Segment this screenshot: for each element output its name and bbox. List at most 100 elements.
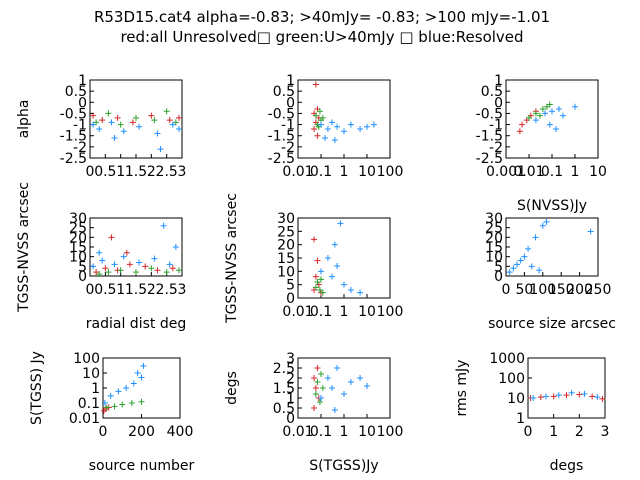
- x-tick-label: 1: [116, 164, 125, 180]
- y-tick-label: 5: [286, 278, 295, 294]
- x-tick-label: 0.01: [282, 164, 313, 180]
- data-point-blue: [536, 267, 543, 274]
- data-point-blue: [138, 374, 145, 381]
- data-point-green: [163, 269, 170, 276]
- y-tick-label: -2.5: [60, 151, 87, 167]
- data-point-red: [563, 392, 570, 399]
- data-point-green: [151, 117, 158, 124]
- data-point-blue: [130, 380, 137, 387]
- data-point-green: [314, 379, 321, 385]
- data-point-green: [312, 112, 319, 119]
- x-tick-label: 2.5: [156, 282, 178, 298]
- data-point-blue: [157, 146, 164, 153]
- data-point-blue: [90, 121, 97, 128]
- x-tick-label: 0: [86, 164, 95, 180]
- x-axis-label: S(TGSS)Jy: [309, 458, 378, 474]
- x-tick-label: 10: [589, 164, 607, 180]
- data-point-blue: [517, 257, 524, 264]
- data-point-blue: [341, 128, 347, 135]
- x-tick-label: 0.5: [94, 164, 116, 180]
- y-tick-label: 20: [69, 230, 87, 246]
- data-point-red: [589, 393, 596, 400]
- data-point-red: [102, 265, 109, 272]
- data-point-blue: [169, 121, 176, 128]
- y-tick-label: 0: [286, 95, 295, 111]
- y-tick-label: -0.5: [268, 106, 295, 122]
- y-tick-label: 0: [494, 95, 503, 111]
- data-point-blue: [559, 112, 566, 119]
- data-point-red: [108, 234, 115, 241]
- y-tick-label: -2: [489, 140, 503, 156]
- data-point-blue: [514, 261, 521, 268]
- x-tick-label: 0: [86, 282, 95, 298]
- data-point-green: [319, 289, 326, 296]
- data-point-blue: [546, 121, 553, 128]
- y-tick-label: 25: [485, 221, 503, 237]
- data-point-green: [96, 271, 103, 278]
- data-point-blue: [108, 119, 115, 126]
- y-tick-label: -2: [281, 140, 295, 156]
- data-point-blue: [111, 261, 118, 268]
- data-point-green: [316, 399, 323, 405]
- data-point-blue: [357, 126, 364, 133]
- x-tick-label: 0.01: [282, 304, 313, 320]
- data-point-red: [114, 114, 121, 121]
- y-tick-label: -1.5: [476, 129, 503, 145]
- data-point-green: [117, 267, 124, 274]
- x-axis-label: source number: [89, 458, 195, 474]
- x-axis-label: source size arcsec: [488, 316, 616, 332]
- y-tick-label: 15: [485, 240, 503, 256]
- y-tick-label: 100: [73, 351, 100, 367]
- y-tick-label: 30: [277, 211, 295, 227]
- data-point-blue: [357, 289, 364, 296]
- data-point-green: [175, 267, 182, 274]
- y-tick-label: 1: [516, 411, 525, 427]
- data-point-blue: [172, 244, 179, 250]
- x-tick-label: 100: [377, 424, 404, 440]
- y-tick-label: 1: [91, 381, 100, 397]
- data-point-blue: [123, 385, 130, 391]
- data-point-blue: [111, 134, 118, 141]
- y-tick-label: 0.01: [69, 411, 100, 427]
- data-point-blue: [530, 395, 537, 401]
- data-point-red: [311, 126, 318, 133]
- y-tick-label: 30: [485, 211, 503, 227]
- axes-frame: [297, 357, 391, 419]
- y-tick-label: -1: [281, 118, 295, 134]
- y-tick-label: 3: [286, 351, 295, 367]
- data-point-green: [312, 391, 319, 397]
- y-tick-label: 1: [286, 73, 295, 89]
- data-point-blue: [334, 365, 341, 371]
- data-point-blue: [154, 130, 161, 137]
- x-tick-label: 0.1: [310, 164, 332, 180]
- y-tick-label: 2: [286, 371, 295, 387]
- x-tick-label: 10: [358, 164, 376, 180]
- y-axis-label: TGSS-NVSS arcsec: [224, 193, 240, 324]
- data-point-blue: [136, 259, 143, 266]
- data-point-green: [532, 110, 539, 117]
- data-point-red: [312, 273, 319, 280]
- y-tick-label: 0: [78, 269, 87, 285]
- data-point-red: [576, 391, 583, 398]
- data-point-blue: [347, 121, 354, 128]
- data-point-red: [314, 257, 321, 264]
- x-tick-label: 3: [178, 282, 187, 298]
- data-point-blue: [510, 265, 517, 272]
- data-point-green: [133, 114, 139, 121]
- data-point-blue: [96, 249, 103, 256]
- x-tick-label: 250: [585, 282, 612, 298]
- x-tick-label: 1.5: [125, 164, 147, 180]
- x-tick-label: 100: [529, 282, 556, 298]
- x-tick-label: 0.1: [310, 304, 332, 320]
- y-tick-label: 100: [498, 371, 525, 387]
- data-point-green: [138, 398, 145, 405]
- data-point-blue: [331, 241, 338, 248]
- y-tick-label: 0: [286, 291, 295, 307]
- data-point-red: [599, 395, 606, 402]
- data-point-blue: [542, 110, 549, 117]
- data-point-green: [316, 287, 323, 293]
- x-tick-label: 0.01: [282, 424, 313, 440]
- data-point-green: [105, 110, 112, 117]
- data-point-blue: [532, 234, 539, 241]
